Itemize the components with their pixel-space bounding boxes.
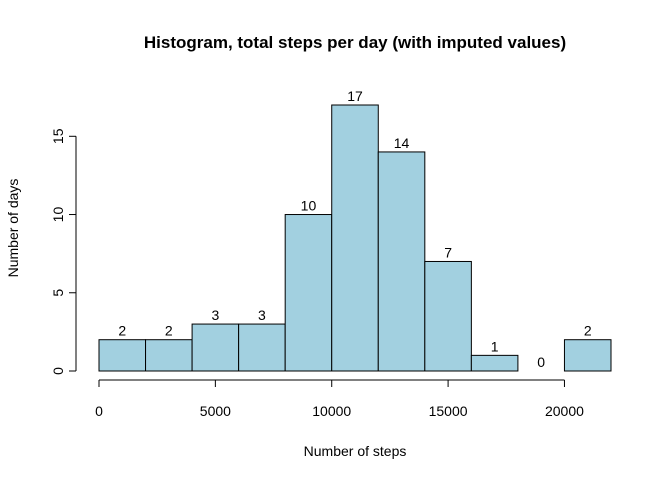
histogram-bar: [470, 354, 519, 372]
x-tick-label: 10000: [312, 403, 351, 419]
bar-value-label: 0: [537, 354, 545, 370]
chart-title: Histogram, total steps per day (with imp…: [144, 33, 566, 52]
histogram-bar: [98, 339, 147, 372]
x-tick-label: 5000: [200, 403, 231, 419]
bar-value-label: 17: [347, 88, 363, 104]
histogram-bar: [424, 260, 472, 372]
x-axis-label: Number of steps: [304, 443, 407, 459]
histogram-bar: [284, 214, 333, 372]
x-tick-label: 0: [95, 403, 103, 419]
x-tick-label: 15000: [429, 403, 468, 419]
y-tick-label: 0: [50, 367, 66, 375]
bars-group: [98, 104, 612, 372]
bar-value-label: 3: [211, 307, 219, 323]
histogram-bar: [191, 323, 240, 372]
histogram-bar: [563, 339, 612, 372]
x-axis: 0 5000 10000 15000 20000: [95, 379, 584, 419]
histogram-bar: [238, 323, 286, 372]
x-tick-label: 20000: [545, 403, 584, 419]
bar-value-label: 10: [301, 198, 317, 214]
histogram-bar: [331, 104, 379, 372]
bar-value-label: 2: [584, 323, 592, 339]
histogram-bar: [377, 151, 426, 372]
y-tick-label: 15: [50, 128, 66, 144]
bar-value-label: 1: [491, 338, 499, 354]
bar-value-label: 14: [394, 135, 410, 151]
y-axis: 0 5 10 15: [50, 128, 77, 375]
y-axis-label: Number of days: [5, 179, 21, 278]
bar-value-label: 3: [258, 307, 266, 323]
bar-value-label: 2: [165, 323, 173, 339]
bar-value-label: 7: [444, 244, 452, 260]
histogram-bar: [145, 339, 193, 372]
y-tick-label: 5: [50, 289, 66, 297]
y-tick-label: 10: [50, 207, 66, 223]
bar-value-label: 2: [118, 323, 126, 339]
